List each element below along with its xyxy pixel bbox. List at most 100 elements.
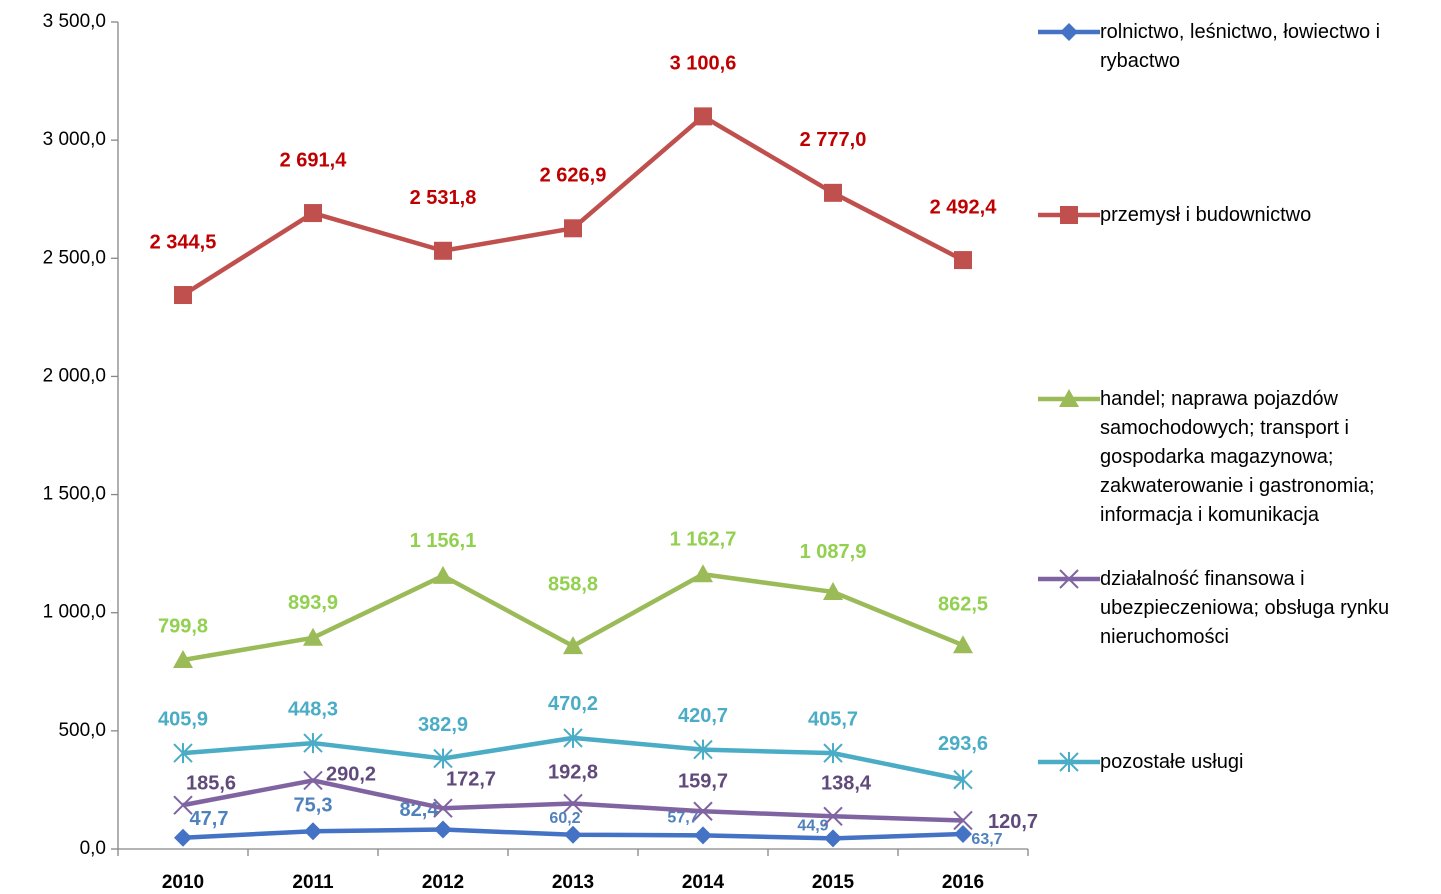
marker: [563, 727, 583, 748]
data-label: 1 162,7: [670, 529, 737, 551]
y-tick-label: 0,0: [80, 838, 106, 859]
data-label: 44,9: [797, 818, 828, 835]
data-label: 470,2: [548, 693, 598, 715]
marker: [694, 107, 712, 126]
marker: [1059, 389, 1079, 407]
marker: [953, 769, 973, 790]
data-label: 420,7: [678, 705, 728, 727]
data-label: 3 100,6: [670, 53, 737, 75]
y-tick-label: 2 500,0: [43, 247, 106, 268]
data-label: 159,7: [678, 771, 728, 793]
y-tick-label: 500,0: [58, 720, 106, 741]
x-tick-label: 2013: [552, 872, 594, 893]
marker: [693, 739, 713, 760]
marker: [563, 636, 583, 655]
marker: [433, 565, 453, 584]
x-tick-label: 2016: [942, 872, 984, 893]
marker: [303, 627, 323, 646]
marker: [824, 183, 842, 202]
marker: [953, 810, 973, 831]
x-tick-label: 2012: [422, 872, 464, 893]
marker: [173, 650, 193, 669]
data-label: 57,7: [667, 810, 698, 827]
data-label: 1 156,1: [410, 530, 477, 552]
legend-label: handel; naprawa pojazdów samochodowych; …: [1100, 388, 1375, 526]
marker: [564, 825, 582, 844]
legend-label: przemysł i budownictwo: [1100, 204, 1312, 226]
marker: [953, 635, 973, 654]
data-label: 405,9: [158, 708, 208, 730]
marker: [304, 822, 322, 841]
marker: [434, 820, 452, 839]
marker: [1060, 206, 1078, 224]
marker: [1059, 569, 1079, 589]
legend-label: rolnictwo, leśnictwo, łowiectwo i rybact…: [1100, 21, 1381, 72]
x-tick-label: 2010: [162, 872, 204, 893]
data-label: 1 087,9: [800, 541, 867, 563]
data-label: 2 531,8: [410, 187, 477, 209]
series: 405,9 448,3 382,9 470,2 420,7 405,7 293,6: [158, 693, 988, 790]
data-label: 63,7: [971, 831, 1002, 848]
y-tick-label: 1 000,0: [43, 602, 106, 623]
marker: [174, 828, 192, 847]
marker: [303, 770, 323, 791]
data-label: 172,7: [446, 768, 496, 790]
marker: [954, 824, 972, 843]
marker: [303, 733, 323, 754]
y-tick-label: 2 000,0: [43, 365, 106, 386]
data-label: 2 691,4: [280, 149, 348, 171]
data-label: 2 344,5: [150, 231, 217, 253]
data-label: 799,8: [158, 615, 208, 637]
data-label: 192,8: [548, 762, 598, 784]
data-label: 120,7: [988, 811, 1038, 833]
y-tick-label: 1 500,0: [43, 484, 106, 505]
marker: [954, 251, 972, 270]
marker: [824, 829, 842, 848]
marker: [1059, 752, 1079, 772]
series: 799,8 893,9 1 156,1 858,8 1 162,7 1 087,9 862,…: [158, 529, 988, 669]
data-label: 2 777,0: [800, 129, 867, 151]
x-tick-label: 2011: [292, 872, 334, 893]
marker: [823, 743, 843, 764]
x-tick-label: 2015: [812, 872, 855, 893]
data-label: 2 626,9: [540, 165, 607, 187]
series: 47,775,3 82,4 60,2 57,7 44,963,7: [174, 794, 1003, 848]
y-tick-label: 3 500,0: [43, 11, 106, 32]
x-tick-label: 2014: [682, 872, 725, 893]
marker: [173, 743, 193, 764]
data-label: 75,3: [294, 794, 333, 816]
marker: [564, 219, 582, 238]
marker: [823, 806, 843, 827]
series: 185,6 290,2 172,7 192,8 159,7 138,4 120,7: [173, 762, 1038, 833]
marker: [823, 581, 843, 600]
data-label: 862,5: [938, 593, 988, 615]
data-label: 138,4: [821, 773, 872, 795]
data-label: 290,2: [326, 764, 376, 786]
marker: [433, 748, 453, 769]
data-label: 2 492,4: [930, 196, 998, 218]
series: 2 344,5 2 691,4 2 531,8 2 626,9 3 100,6 2 777…: [150, 53, 998, 305]
legend-label: działalność finansowa i ubezpieczeniowa;…: [1100, 568, 1390, 648]
y-tick-label: 3 000,0: [43, 129, 106, 150]
data-label: 858,8: [548, 573, 598, 595]
data-label: 185,6: [186, 772, 236, 794]
data-label: 405,7: [808, 708, 858, 730]
marker: [1060, 23, 1078, 41]
marker: [434, 241, 452, 260]
data-label: 893,9: [288, 592, 338, 614]
data-label: 382,9: [418, 714, 468, 736]
legend-label: pozostałe usługi: [1100, 751, 1244, 773]
data-label: 293,6: [938, 733, 988, 755]
marker: [694, 826, 712, 845]
data-label: 47,7: [190, 808, 229, 830]
marker: [304, 204, 322, 223]
marker: [174, 286, 192, 305]
marker: [563, 793, 583, 814]
marker: [173, 795, 193, 815]
data-label: 60,2: [549, 810, 580, 827]
marker: [433, 798, 453, 818]
data-label: 448,3: [288, 698, 338, 720]
marker: [693, 564, 713, 583]
